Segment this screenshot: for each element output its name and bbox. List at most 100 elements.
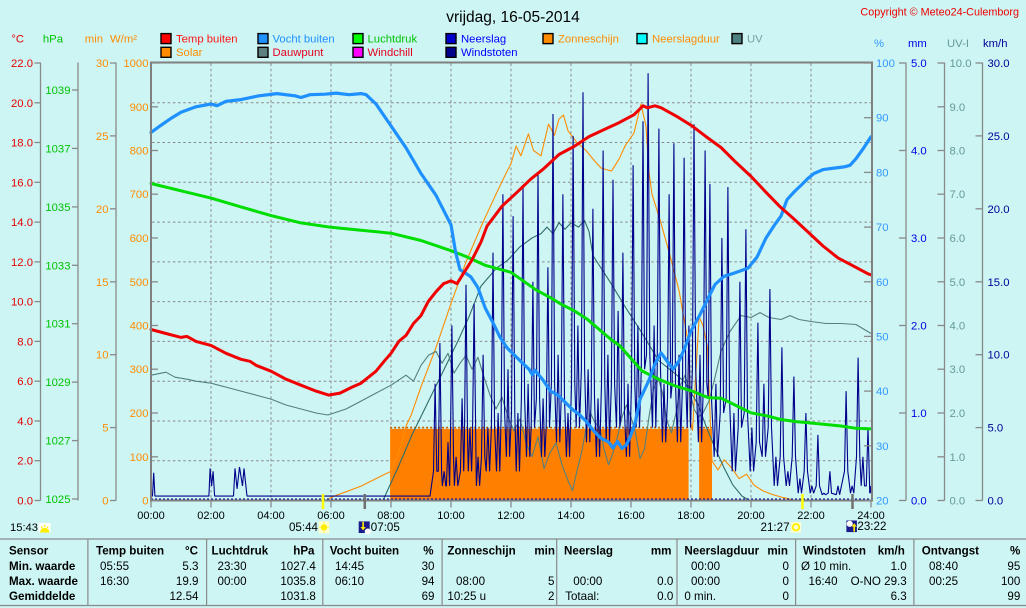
svg-text:15:43: 15:43 — [10, 522, 38, 534]
svg-text:25.0: 25.0 — [988, 131, 1010, 143]
svg-text:500: 500 — [130, 277, 149, 289]
svg-text:Vocht buiten: Vocht buiten — [330, 545, 399, 558]
svg-text:Neerslagduur: Neerslagduur — [684, 545, 759, 558]
svg-text:8.0: 8.0 — [17, 336, 33, 348]
svg-text:15: 15 — [96, 277, 109, 289]
svg-text:200: 200 — [130, 408, 149, 420]
svg-text:2.0: 2.0 — [17, 456, 33, 468]
svg-text:8.0: 8.0 — [950, 146, 966, 158]
svg-text:00:00: 00:00 — [691, 560, 720, 573]
svg-text:Luchtdruk: Luchtdruk — [368, 33, 418, 45]
svg-text:2: 2 — [548, 590, 554, 603]
svg-text:1000: 1000 — [123, 58, 148, 70]
svg-text:4.0: 4.0 — [950, 321, 966, 333]
svg-text:Windchill: Windchill — [368, 47, 413, 59]
svg-text:0: 0 — [782, 560, 788, 573]
svg-text:69: 69 — [422, 590, 435, 603]
svg-text:08:00: 08:00 — [456, 575, 485, 588]
svg-text:1025: 1025 — [45, 494, 70, 506]
svg-text:UV-I: UV-I — [947, 38, 969, 50]
svg-text:1031.8: 1031.8 — [280, 590, 315, 603]
svg-text:W/m²: W/m² — [110, 34, 137, 46]
svg-text:20.0: 20.0 — [11, 98, 33, 110]
svg-text:Max. waarde: Max. waarde — [9, 575, 79, 588]
svg-text:Luchtdruk: Luchtdruk — [212, 545, 269, 558]
svg-text:08:00: 08:00 — [377, 510, 405, 522]
svg-text:12:00: 12:00 — [497, 510, 525, 522]
svg-text:9.0: 9.0 — [950, 102, 966, 114]
svg-text:20:00: 20:00 — [737, 510, 765, 522]
svg-text:0.0: 0.0 — [988, 496, 1004, 508]
svg-text:1.0: 1.0 — [950, 452, 966, 464]
svg-text:16:30: 16:30 — [100, 575, 129, 588]
svg-text:1029: 1029 — [45, 377, 70, 389]
svg-text:70: 70 — [876, 222, 889, 234]
svg-text:10.0: 10.0 — [988, 350, 1010, 362]
svg-text:06:10: 06:10 — [335, 575, 364, 588]
svg-text:00:00: 00:00 — [218, 575, 247, 588]
svg-text:10:25 u: 10:25 u — [447, 590, 486, 603]
svg-text:0: 0 — [782, 575, 788, 588]
svg-text:Zonneschijn: Zonneschijn — [558, 33, 619, 45]
svg-text:km/h: km/h — [878, 545, 905, 558]
svg-text:1037: 1037 — [45, 143, 70, 155]
svg-text:2.0: 2.0 — [950, 408, 966, 420]
svg-text:14:00: 14:00 — [557, 510, 585, 522]
svg-text:4.0: 4.0 — [17, 416, 33, 428]
svg-text:0.0: 0.0 — [657, 590, 673, 603]
svg-text:24:00: 24:00 — [857, 510, 885, 522]
svg-text:16:00: 16:00 — [617, 510, 645, 522]
svg-text:5: 5 — [548, 575, 554, 588]
svg-text:30.0: 30.0 — [988, 58, 1010, 70]
svg-text:05:55: 05:55 — [100, 560, 129, 573]
svg-text:20: 20 — [876, 496, 889, 508]
svg-text:600: 600 — [130, 233, 149, 245]
svg-text:5.3: 5.3 — [182, 560, 198, 573]
svg-text:10.0: 10.0 — [11, 297, 33, 309]
svg-text:20.0: 20.0 — [988, 204, 1010, 216]
svg-text:Ontvangst: Ontvangst — [922, 545, 979, 558]
svg-text:00:25: 00:25 — [929, 575, 958, 588]
svg-text:12.54: 12.54 — [169, 590, 199, 603]
svg-text:1.0: 1.0 — [891, 560, 907, 573]
svg-text:02:00: 02:00 — [197, 510, 225, 522]
svg-text:1031: 1031 — [45, 319, 70, 331]
svg-text:%: % — [874, 38, 884, 50]
svg-text:Temp buiten: Temp buiten — [96, 545, 164, 558]
svg-text:5.0: 5.0 — [950, 277, 966, 289]
svg-text:05:44: 05:44 — [289, 521, 319, 534]
svg-text:23:30: 23:30 — [218, 560, 247, 573]
svg-text:25: 25 — [96, 131, 109, 143]
svg-text:95: 95 — [1007, 560, 1020, 573]
svg-text:04:00: 04:00 — [257, 510, 285, 522]
svg-text:80: 80 — [876, 167, 889, 179]
svg-text:Windstoten: Windstoten — [461, 47, 518, 59]
svg-text:100: 100 — [1001, 575, 1020, 588]
svg-text:5.0: 5.0 — [911, 58, 927, 70]
svg-text:Solar: Solar — [176, 47, 203, 59]
svg-text:400: 400 — [130, 321, 149, 333]
svg-text:min: min — [85, 34, 103, 46]
svg-text:30: 30 — [876, 441, 889, 453]
svg-text:18:00: 18:00 — [677, 510, 705, 522]
svg-text:1027: 1027 — [45, 436, 70, 448]
svg-text:99: 99 — [1007, 590, 1020, 603]
svg-text:Gemiddelde: Gemiddelde — [9, 590, 76, 603]
svg-text:0: 0 — [102, 496, 108, 508]
svg-text:30: 30 — [96, 58, 109, 70]
svg-text:22:00: 22:00 — [797, 510, 825, 522]
svg-text:vrijdag, 16-05-2014: vrijdag, 16-05-2014 — [446, 9, 580, 26]
svg-text:hPa: hPa — [293, 545, 315, 558]
svg-text:00:00: 00:00 — [691, 575, 720, 588]
svg-text:Neerslag: Neerslag — [461, 33, 506, 45]
svg-text:5: 5 — [102, 423, 108, 435]
svg-text:60: 60 — [876, 277, 889, 289]
svg-text:1027.4: 1027.4 — [280, 560, 316, 573]
svg-text:18.0: 18.0 — [11, 138, 33, 150]
svg-text:0.0: 0.0 — [657, 575, 673, 588]
svg-text:100: 100 — [130, 452, 149, 464]
svg-text:700: 700 — [130, 189, 149, 201]
svg-text:94: 94 — [422, 575, 435, 588]
svg-text:100: 100 — [876, 58, 895, 70]
svg-text:0 min.: 0 min. — [684, 590, 716, 603]
